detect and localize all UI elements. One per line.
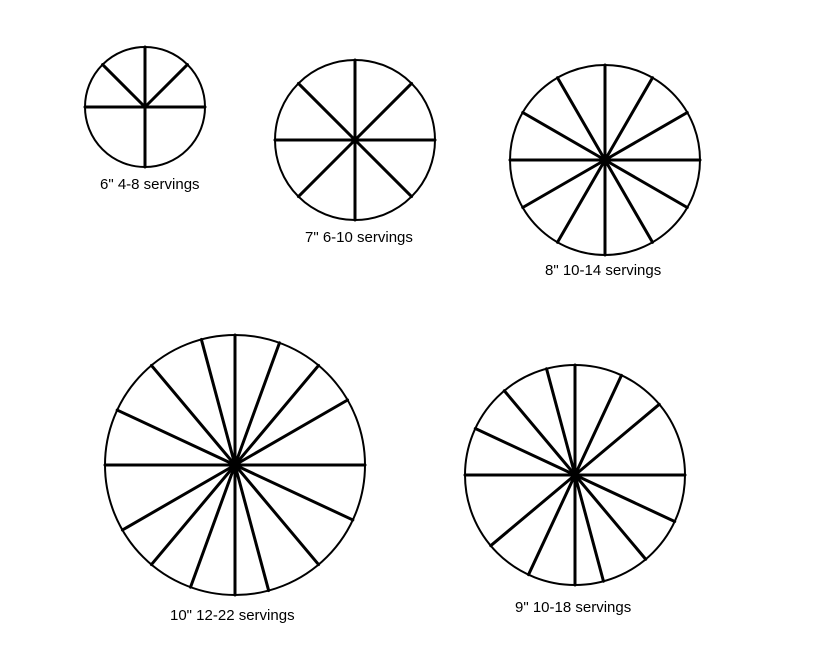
cake-7in [273, 58, 437, 222]
cake-10in-icon [103, 333, 367, 597]
cake-9in-icon [463, 363, 687, 587]
cake-7in-label: 7" 6-10 servings [305, 230, 413, 245]
diagram-canvas: 6" 4-8 servings 7" 6-10 servings 8" 10-14 … [0, 0, 823, 660]
cake-8in-icon [508, 63, 702, 257]
cake-8in-label: 8" 10-14 servings [545, 263, 661, 278]
cake-9in [463, 363, 687, 587]
cake-10in-label: 10" 12-22 servings [170, 608, 295, 623]
cake-6in-icon [83, 45, 207, 169]
cake-9in-label: 9" 10-18 servings [515, 600, 631, 615]
cake-7in-icon [273, 58, 437, 222]
cake-6in [83, 45, 207, 169]
cake-8in [508, 63, 702, 257]
cake-6in-label: 6" 4-8 servings [100, 177, 200, 192]
cake-10in [103, 333, 367, 597]
